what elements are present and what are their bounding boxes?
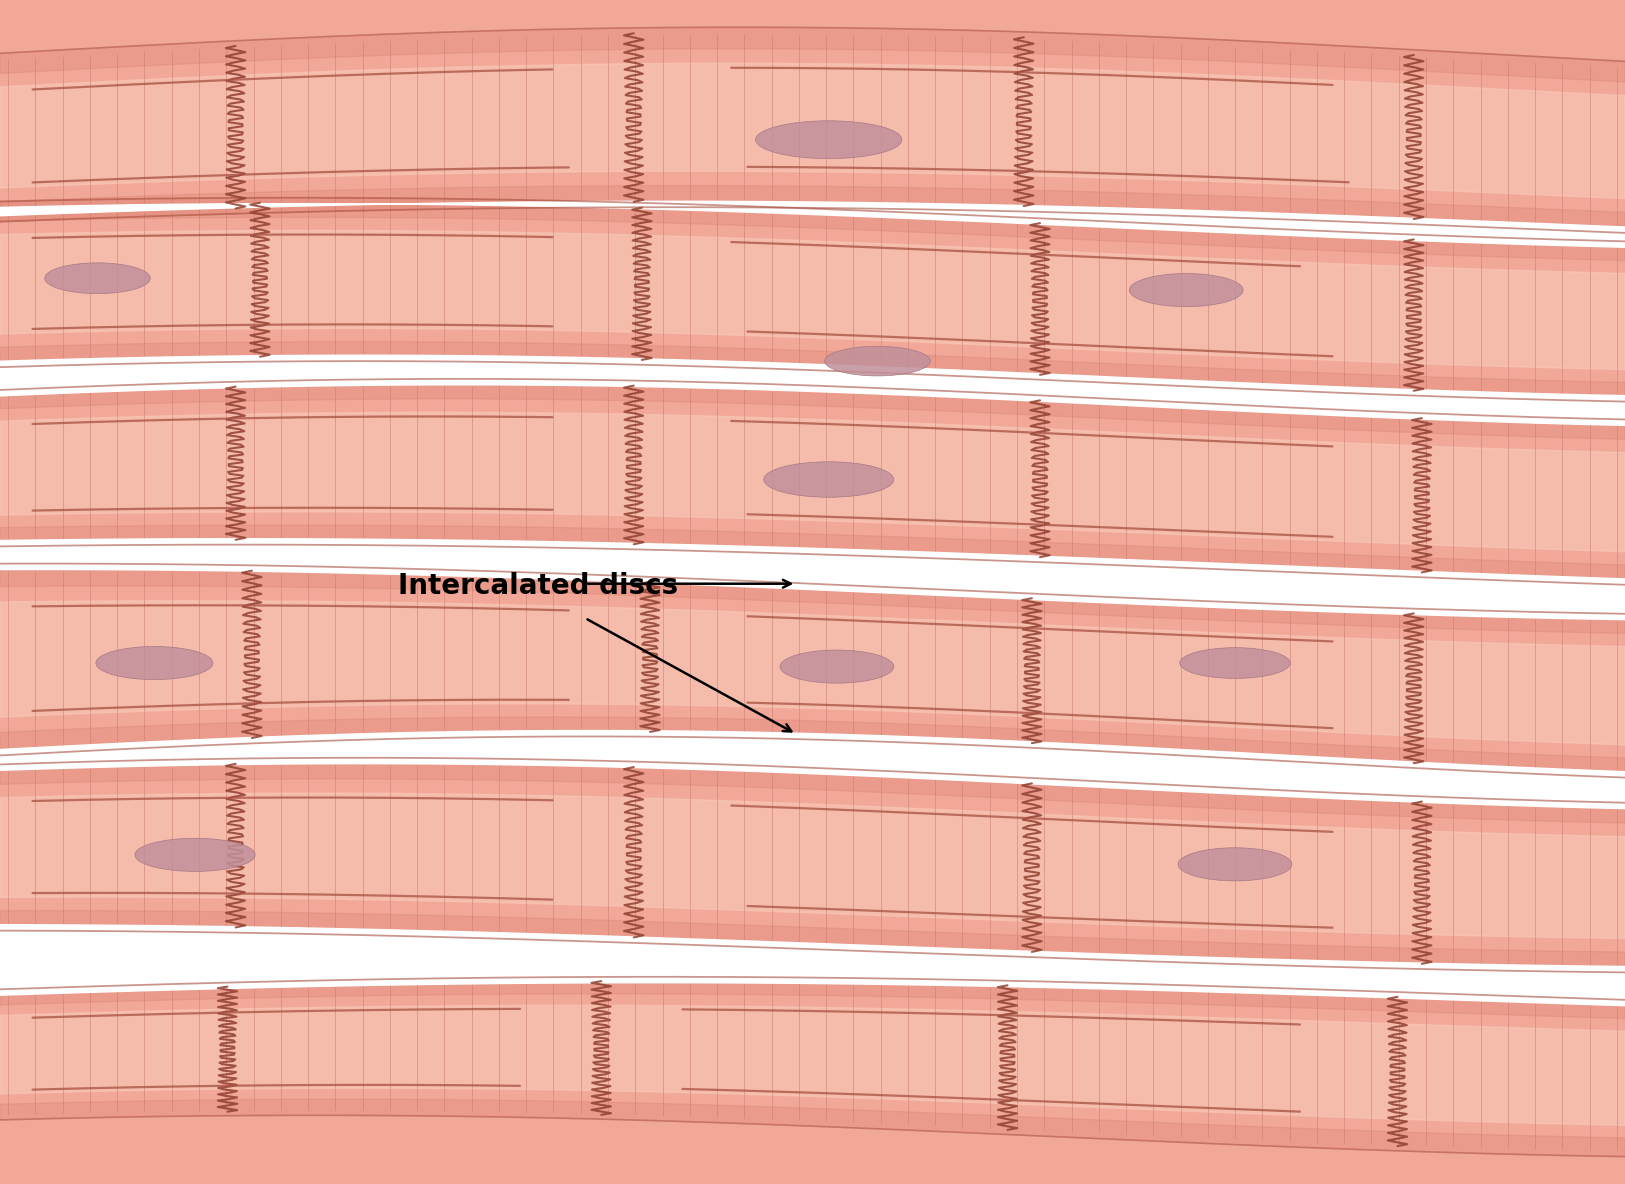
Ellipse shape [135,838,255,871]
Ellipse shape [826,347,931,377]
Ellipse shape [1178,848,1292,881]
Ellipse shape [46,263,150,294]
Ellipse shape [1180,648,1290,678]
Ellipse shape [764,462,894,497]
Ellipse shape [1129,274,1243,307]
Text: Intercalated discs: Intercalated discs [398,572,678,600]
Ellipse shape [756,121,902,159]
Ellipse shape [96,646,213,680]
Ellipse shape [780,650,894,683]
